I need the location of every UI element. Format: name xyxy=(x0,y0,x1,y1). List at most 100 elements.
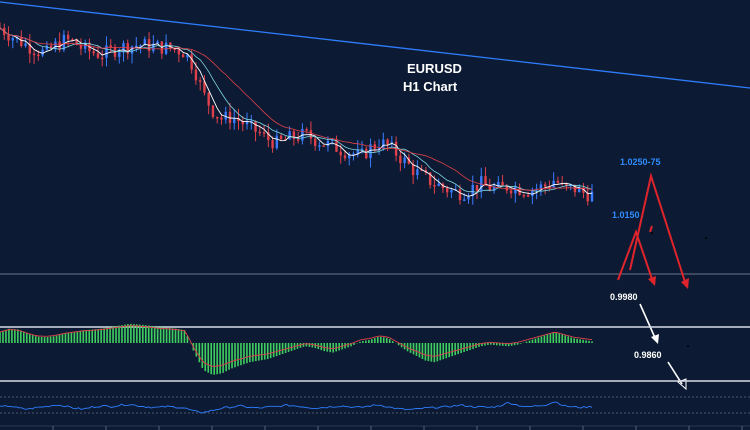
trendline xyxy=(0,1,750,89)
candle-body xyxy=(480,176,483,191)
candle-body xyxy=(437,183,440,186)
projection-up-path xyxy=(649,225,653,233)
projection-arrowhead xyxy=(681,278,689,289)
candle-body xyxy=(216,116,219,119)
candle-body xyxy=(49,45,53,49)
candle-body xyxy=(365,148,368,159)
marker-dot xyxy=(687,345,689,347)
candle-body xyxy=(220,117,223,120)
candle-body xyxy=(194,69,198,81)
candle-body xyxy=(360,148,364,151)
candle-body xyxy=(66,34,70,40)
candle-body xyxy=(292,131,296,140)
candle-body xyxy=(152,43,155,52)
candle-body xyxy=(296,139,300,141)
candle-body xyxy=(492,186,496,191)
candle-body xyxy=(305,129,308,131)
candle-body xyxy=(71,39,74,41)
fast-moving-average xyxy=(0,27,593,197)
candle-body xyxy=(105,45,108,58)
candle-body xyxy=(458,189,462,201)
candle-body xyxy=(233,118,236,124)
candle-body xyxy=(130,46,134,54)
candle-body xyxy=(382,139,385,149)
candle-body xyxy=(322,145,325,147)
projection-down-path xyxy=(639,303,657,341)
indicator-panels xyxy=(0,323,750,430)
candle-body xyxy=(228,111,232,124)
candle-body xyxy=(433,185,436,187)
candle-body xyxy=(556,180,560,183)
candle-body xyxy=(509,190,513,194)
projection-arrowhead xyxy=(651,334,659,344)
candle-body xyxy=(54,41,57,49)
candle-body xyxy=(411,163,415,176)
candle-body xyxy=(335,139,338,152)
marker-dot xyxy=(651,232,653,234)
candle-body xyxy=(522,194,526,197)
candle-body xyxy=(143,39,147,46)
candle-body xyxy=(497,181,500,187)
candle-body xyxy=(586,192,589,202)
candle-body xyxy=(501,181,504,186)
candle-body xyxy=(548,186,551,189)
candle-body xyxy=(578,187,581,193)
candle-body xyxy=(20,36,23,47)
candle-body xyxy=(313,138,317,146)
candle-body xyxy=(241,121,244,125)
annotation-label: 0.9860 xyxy=(634,350,662,360)
candle-body xyxy=(284,139,287,141)
candle-body xyxy=(203,81,206,93)
candle-body xyxy=(343,155,347,159)
candle-body xyxy=(92,51,95,54)
candle-body xyxy=(7,34,10,41)
candle-body xyxy=(526,195,530,197)
histogram-signal-line xyxy=(0,325,593,367)
candle-body xyxy=(471,184,474,197)
candle-body xyxy=(450,189,453,193)
candle-body xyxy=(83,42,87,49)
marker-dot xyxy=(705,237,707,239)
candle-body xyxy=(262,132,266,134)
candle-body xyxy=(11,38,14,41)
candle-body xyxy=(505,185,509,191)
projection-arrowhead xyxy=(648,276,656,286)
candle-body xyxy=(590,191,594,202)
candle-body xyxy=(139,45,142,47)
candle-body xyxy=(356,149,359,154)
candle-body xyxy=(565,183,568,187)
price-layer xyxy=(0,22,594,206)
candle-body xyxy=(58,41,61,50)
candle-body xyxy=(75,39,78,45)
candle-body xyxy=(275,135,279,149)
candle-body xyxy=(24,43,27,47)
projection-layer xyxy=(617,172,707,391)
candle-body xyxy=(288,131,291,140)
candle-body xyxy=(467,196,470,200)
candle-body xyxy=(352,153,355,156)
candle-body xyxy=(254,121,257,132)
annotation-label: 0.9980 xyxy=(610,292,638,302)
candle-body xyxy=(331,139,334,141)
candle-body xyxy=(428,172,432,186)
candle-body xyxy=(198,80,202,82)
chart-subtitle: H1 Chart xyxy=(403,79,458,94)
candle-body xyxy=(403,157,406,164)
candle-body xyxy=(37,54,40,57)
candle-body xyxy=(339,151,342,156)
candle-body xyxy=(543,184,547,187)
candle-body xyxy=(211,105,215,117)
candle-body xyxy=(28,43,32,54)
trendline-layer xyxy=(0,1,750,275)
candle-body xyxy=(181,54,185,58)
candle-body xyxy=(377,148,381,150)
candle-body xyxy=(463,199,466,201)
candle-body xyxy=(531,190,534,197)
candle-body xyxy=(156,41,159,44)
candle-body xyxy=(207,92,210,106)
candle-body xyxy=(96,53,100,58)
candle-body xyxy=(267,132,270,141)
candle-body xyxy=(569,184,572,187)
candle-body xyxy=(475,184,479,191)
